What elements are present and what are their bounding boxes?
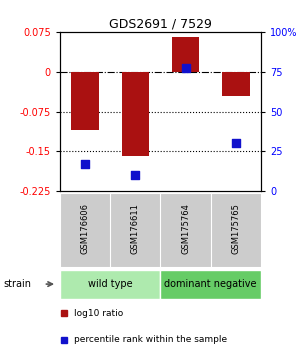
Text: GSM176611: GSM176611 [131, 203, 140, 254]
Text: wild type: wild type [88, 279, 133, 289]
Text: GSM176606: GSM176606 [81, 203, 90, 254]
Point [133, 172, 138, 178]
Bar [222, 72, 250, 96]
Bar [122, 72, 149, 156]
Point [83, 161, 88, 167]
Text: strain: strain [3, 279, 31, 289]
Text: GSM175765: GSM175765 [231, 203, 240, 254]
Title: GDS2691 / 7529: GDS2691 / 7529 [109, 18, 212, 31]
Text: GSM175764: GSM175764 [181, 203, 190, 254]
Bar [71, 72, 99, 130]
Bar [172, 37, 200, 72]
Point [183, 66, 188, 72]
Bar [60, 270, 160, 298]
Bar [160, 270, 261, 298]
Text: percentile rank within the sample: percentile rank within the sample [74, 336, 227, 344]
Point [233, 141, 238, 146]
Text: dominant negative: dominant negative [164, 279, 257, 289]
Text: log10 ratio: log10 ratio [74, 309, 123, 318]
